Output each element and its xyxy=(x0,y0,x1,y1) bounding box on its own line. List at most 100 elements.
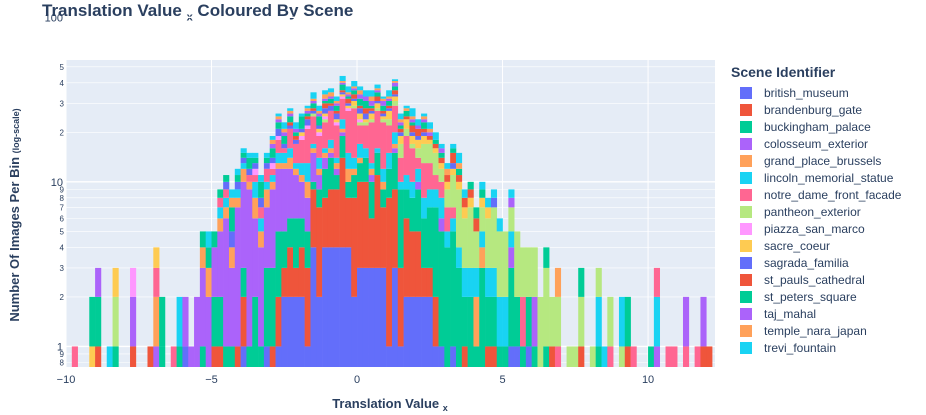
bar-segment-notre_dame_front_facade xyxy=(665,346,672,367)
bar-segment-trevi_fountain xyxy=(450,143,457,149)
bar-segment-temple_nara_japan xyxy=(327,92,335,97)
legend-swatch xyxy=(740,120,752,133)
bar-segment-pantheon_exterior xyxy=(455,189,463,248)
legend-swatch xyxy=(740,307,752,320)
legend-item[interactable]: piazza_san_marco xyxy=(731,220,901,237)
bar-segment-buckingham_palace xyxy=(275,231,282,297)
legend-item[interactable]: pantheon_exterior xyxy=(731,203,901,220)
legend-item[interactable]: notre_dame_front_facade xyxy=(731,186,901,203)
bar-segment-brandenburg_gate xyxy=(327,189,335,248)
legend-swatch xyxy=(740,256,752,269)
bar-segment-notre_dame_front_facade xyxy=(630,346,637,367)
legend-item[interactable]: st_pauls_cathedral xyxy=(731,271,901,288)
bar-segment-pantheon_exterior xyxy=(525,247,532,297)
bar-segment-buckingham_palace xyxy=(159,346,166,367)
bar-segment-trevi_fountain xyxy=(374,84,381,89)
y-minor-tick-label: 2 xyxy=(60,128,65,137)
bar-segment-st_peters_square xyxy=(368,105,375,109)
bar-segment-colosseum_exterior xyxy=(322,157,329,169)
legend-swatch xyxy=(740,137,752,150)
legend-item[interactable]: sagrada_familia xyxy=(731,254,901,271)
bar-segment-pantheon_exterior xyxy=(572,346,579,367)
legend-item[interactable]: st_peters_square xyxy=(731,288,901,305)
bar-segment-colosseum_exterior xyxy=(199,267,206,347)
bar-segment-trevi_fountain xyxy=(298,113,305,117)
bar-segment-colosseum_exterior xyxy=(188,346,195,367)
bar-segment-notre_dame_front_facade xyxy=(217,197,224,208)
bar-segment-pantheon_exterior xyxy=(421,143,428,164)
bar-segment-notre_dame_front_facade xyxy=(653,267,661,297)
bar-segment-brandenburg_gate xyxy=(351,197,358,297)
bar-segment-trevi_fountain xyxy=(496,218,503,232)
legend-item[interactable]: brandenburg_gate xyxy=(731,101,901,118)
bar-segment-lincoln_memorial_statue xyxy=(403,175,410,190)
legend-item[interactable]: temple_nara_japan xyxy=(731,322,901,339)
bar-segment-st_peters_square xyxy=(409,122,416,126)
legend-item[interactable]: buckingham_palace xyxy=(731,118,901,135)
bar-segment-sagrada_familia xyxy=(397,132,404,136)
bar-segment-british_museum xyxy=(368,267,375,367)
legend-item[interactable]: british_museum xyxy=(731,84,901,101)
bar-segment-piazza_san_marco xyxy=(130,267,137,297)
bar-segment-brandenburg_gate xyxy=(316,207,323,297)
bar-segment-taj_mahal xyxy=(293,128,300,133)
bar-segment-british_museum xyxy=(322,247,329,367)
bar-segment-sagrada_familia xyxy=(293,139,300,144)
bar-segment-st_pauls_cathedral xyxy=(357,105,364,109)
bar-segment-lincoln_memorial_statue xyxy=(223,197,230,208)
legend-item[interactable]: sacre_coeur xyxy=(731,237,901,254)
legend-label: piazza_san_marco xyxy=(764,221,865,236)
bar-segment-pantheon_exterior xyxy=(357,122,364,126)
legend-swatch xyxy=(740,290,752,303)
bar-segment-st_peters_square xyxy=(258,181,265,198)
bar-segment-sacre_coeur xyxy=(357,113,364,120)
legend-label: grand_place_brussels xyxy=(764,153,882,168)
bar-segment-brandenburg_gate xyxy=(368,218,375,268)
bar-segment-st_peters_square xyxy=(397,125,404,129)
bar-segment-st_peters_square xyxy=(339,84,346,91)
bar-segment-buckingham_palace xyxy=(95,296,102,347)
bar-segment-buckingham_palace xyxy=(339,135,346,158)
bar-segment-british_museum xyxy=(182,346,189,367)
bar-segment-piazza_san_marco xyxy=(357,119,364,123)
bar-segment-st_peters_square xyxy=(432,139,439,144)
legend-item[interactable]: grand_place_brussels xyxy=(731,152,901,169)
bar-segment-taj_mahal xyxy=(362,96,369,101)
chart-title: Translation Value x Coloured By Scene xyxy=(42,1,354,23)
bar-segment-st_pauls_cathedral xyxy=(455,175,463,182)
bar-segment-lincoln_memorial_statue xyxy=(455,247,463,268)
bar-segment-buckingham_palace xyxy=(228,346,236,367)
bar-segment-st_peters_square xyxy=(293,132,300,136)
bar-segment-pantheon_exterior xyxy=(368,119,375,123)
bar-segment-notre_dame_front_facade xyxy=(170,346,177,367)
bar-segment-trevi_fountain xyxy=(485,197,492,208)
bar-segment-brandenburg_gate xyxy=(706,346,713,367)
bar-segment-lincoln_memorial_statue xyxy=(438,197,445,219)
bar-segment-lincoln_memorial_statue xyxy=(322,148,329,153)
bar-segment-st_pauls_cathedral xyxy=(310,108,317,111)
bar-segment-british_museum xyxy=(304,346,311,367)
legend-item[interactable]: taj_mahal xyxy=(731,305,901,322)
bar-segment-st_peters_square xyxy=(228,207,236,232)
bar-segment-trevi_fountain xyxy=(293,122,300,129)
bar-segment-lincoln_memorial_statue xyxy=(450,218,457,232)
bar-segment-colosseum_exterior xyxy=(310,152,317,182)
bar-segment-grand_place_brussels xyxy=(304,181,311,198)
bar-segment-lincoln_memorial_statue xyxy=(473,267,480,297)
bar-segment-colosseum_exterior xyxy=(263,207,271,268)
bar-segment-sacre_coeur xyxy=(386,110,393,120)
legend-item[interactable]: trevi_fountain xyxy=(731,339,901,356)
bar-segment-brandenburg_gate xyxy=(95,346,102,367)
bar-segment-brandenburg_gate xyxy=(304,267,311,347)
bar-segment-pantheon_exterior xyxy=(112,296,119,347)
bar-segment-lincoln_memorial_statue xyxy=(444,231,451,248)
legend-swatch xyxy=(740,171,752,184)
bar-segment-buckingham_palace xyxy=(333,175,340,190)
y-axis-title: Number Of Images Per Bin (log-scale) xyxy=(7,108,22,321)
bar-segment-brandenburg_gate xyxy=(339,157,346,248)
bar-segment-grand_place_brussels xyxy=(391,143,399,149)
legend-item[interactable]: colosseum_exterior xyxy=(731,135,901,152)
legend-item[interactable]: lincoln_memorial_statue xyxy=(731,169,901,186)
bar-segment-st_pauls_cathedral xyxy=(339,90,346,93)
bar-segment-pantheon_exterior xyxy=(473,231,480,268)
